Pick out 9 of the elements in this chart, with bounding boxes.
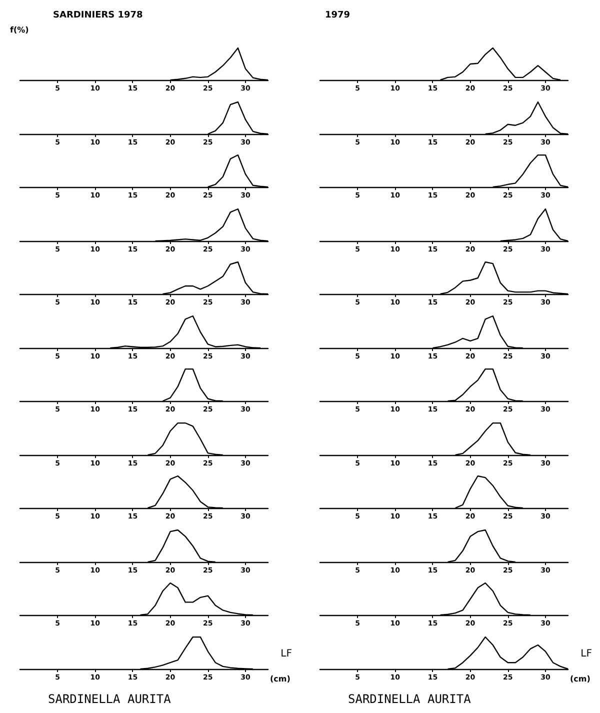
x-axis-title: (cm) (570, 674, 590, 683)
y-axis-title: f(%) (10, 26, 29, 34)
chart-title: SARDINIERS 1978 (53, 10, 143, 20)
text: SARDINELLA AURITA (348, 692, 472, 706)
text: SARDINELLA AURITA (48, 692, 172, 706)
chart-title: 1979 (325, 10, 350, 20)
text: LF (580, 648, 592, 659)
text: LF (280, 648, 292, 659)
x-axis-title: (cm) (270, 674, 290, 683)
